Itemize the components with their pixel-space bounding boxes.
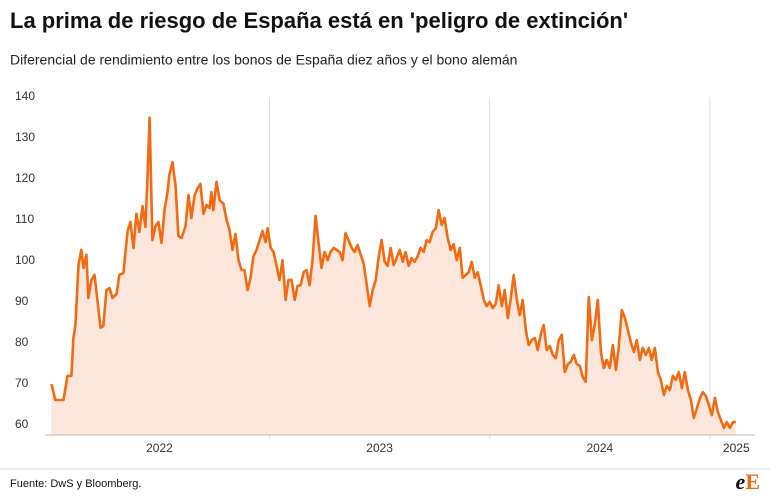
y-tick-label: 80 [15,335,29,349]
line [50,116,736,430]
logo-E: E [745,469,760,494]
area [51,117,736,435]
y-tick-label: 100 [15,253,35,267]
chart-title: La prima de riesgo de España está en 'pe… [10,8,628,33]
x-tick-label: 2025 [723,441,750,455]
source: Fuente: DwS y Bloomberg. [10,478,141,490]
y-tick-label: 60 [15,417,29,431]
logo-e: e [736,469,746,494]
x-tick-label: 2023 [366,441,393,455]
y-tick-label: 110 [15,212,34,226]
chart-subtitle: Diferencial de rendimiento entre los bon… [10,52,517,68]
y-tick-label: 70 [15,376,29,390]
x-tick-label: 2022 [146,441,173,455]
y-tick-label: 120 [15,171,35,185]
y-tick-label: 90 [15,294,29,308]
y-tick-label: 130 [15,130,35,144]
y-tick-label: 140 [15,89,35,103]
x-tick-label: 2024 [586,441,613,455]
logo: eE [736,469,760,494]
